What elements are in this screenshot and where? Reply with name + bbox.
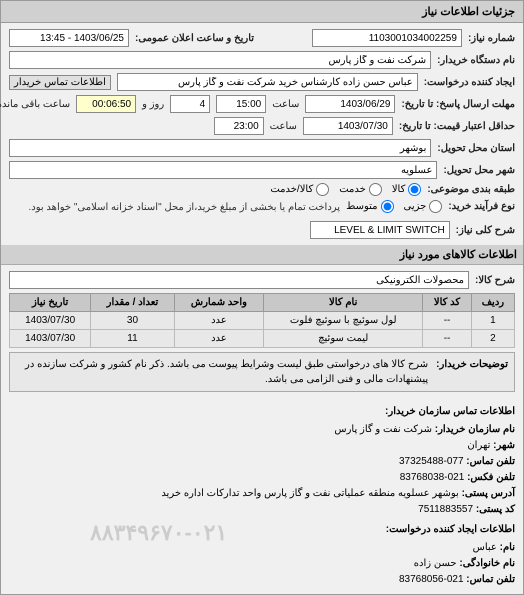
proc-type-group: جزیی متوسط — [346, 200, 442, 213]
col-qty: تعداد / مقدار — [91, 294, 174, 312]
subject-goods-radio[interactable]: کالا — [392, 183, 422, 196]
contact-addr-label: آدرس پستی: — [462, 488, 515, 499]
proc-small-radio[interactable]: جزیی — [404, 200, 443, 213]
proc-medium-radio[interactable]: متوسط — [346, 200, 393, 213]
contact-city-label: شهر: — [493, 440, 515, 451]
contact-fax: 021-83768038 — [400, 472, 465, 483]
subject-goods-label: کالا — [392, 184, 406, 195]
subject-type-label: طبقه بندی موضوعی: — [427, 184, 515, 195]
table-header-row: ردیف کد کالا نام کالا واحد شمارش تعداد /… — [10, 294, 515, 312]
overall-desc-label: شرح کلی نیاز: — [456, 225, 515, 236]
table-cell: لیمت سوئیچ — [264, 330, 423, 348]
contact-title: اطلاعات تماس سازمان خریدار: — [9, 404, 515, 420]
contact-zip: 7511883557 — [418, 504, 473, 515]
proc-note: پرداخت تمام یا بخشی از مبلغ خرید،از محل … — [28, 202, 340, 213]
table-cell: 2 — [471, 330, 514, 348]
price-date-input[interactable] — [303, 117, 393, 135]
buyer-desc-text: شرح کالا های درخواستی طبق لیست وشرایط پی… — [16, 357, 428, 387]
table-cell: عدد — [174, 330, 263, 348]
proc-medium-label: متوسط — [346, 201, 377, 212]
contact-block: اطلاعات تماس سازمان خریدار: نام سازمان خ… — [1, 398, 523, 594]
table-cell: عدد — [174, 312, 263, 330]
buyer-contact-button[interactable]: اطلاعات تماس خریدار — [9, 75, 111, 90]
resp-date-input[interactable] — [305, 95, 395, 113]
items-section-title: اطلاعات کالاهای مورد نیاز — [1, 245, 523, 265]
price-hour-input[interactable] — [214, 117, 264, 135]
city-input[interactable] — [9, 161, 437, 179]
col-date: تاریخ نیاز — [10, 294, 91, 312]
table-cell: 11 — [91, 330, 174, 348]
col-row: ردیف — [471, 294, 514, 312]
pub-date-label: تاریخ و ساعت اعلان عمومی: — [135, 33, 254, 44]
buyer-org-label: نام دستگاه خریدار: — [437, 55, 515, 66]
subject-both-radio[interactable]: کالا/خدمت — [270, 183, 329, 196]
subject-both-label: کالا/خدمت — [270, 184, 313, 195]
table-cell: لول سوئیچ با سوئیچ فلوت — [264, 312, 423, 330]
creator-input[interactable] — [117, 73, 418, 91]
remaining-label: ساعت باقی مانده — [0, 99, 70, 110]
item-cat-input[interactable] — [9, 271, 469, 289]
buyer-org-input[interactable] — [9, 51, 431, 69]
col-code: کد کالا — [423, 294, 472, 312]
resp-hour-label: ساعت — [272, 99, 299, 110]
table-cell: 1403/07/30 — [10, 312, 91, 330]
table-cell: 1403/07/30 — [10, 330, 91, 348]
creator-label: ایجاد کننده درخواست: — [424, 77, 515, 88]
table-cell: 1 — [471, 312, 514, 330]
fname: عباس — [473, 542, 497, 553]
fname-label: نام: — [500, 542, 515, 553]
subject-type-group: کالا خدمت کالا/خدمت — [270, 183, 421, 196]
lname: حسن زاده — [414, 558, 457, 569]
contact-city: تهران — [467, 440, 490, 451]
proc-small-label: جزیی — [404, 201, 427, 212]
subject-service-radio[interactable]: خدمت — [339, 183, 382, 196]
items-table: ردیف کد کالا نام کالا واحد شمارش تعداد /… — [9, 293, 515, 348]
subject-service-label: خدمت — [339, 184, 366, 195]
price-hour-label: ساعت — [270, 121, 297, 132]
contact-zip-label: کد پستی: — [476, 504, 515, 515]
col-unit: واحد شمارش — [174, 294, 263, 312]
org-name: شرکت نفت و گاز پارس — [334, 424, 432, 435]
contact-fax-label: تلفن فکس: — [467, 472, 515, 483]
req-no-label: شماره نیاز: — [468, 33, 515, 44]
resp-hour-input[interactable] — [216, 95, 266, 113]
city-label: شهر محل تحویل: — [443, 165, 515, 176]
panel-body: شماره نیاز: تاریخ و ساعت اعلان عمومی: نا… — [1, 23, 523, 398]
table-cell: -- — [423, 330, 472, 348]
details-panel: جزئیات اطلاعات نیاز شماره نیاز: تاریخ و … — [0, 0, 524, 595]
province-input[interactable] — [9, 139, 431, 157]
table-cell: 30 — [91, 312, 174, 330]
table-row: 1--لول سوئیچ با سوئیچ فلوتعدد301403/07/3… — [10, 312, 515, 330]
overall-desc-input[interactable] — [310, 221, 450, 239]
panel-title: جزئیات اطلاعات نیاز — [1, 1, 523, 23]
req-no-input[interactable] — [312, 29, 462, 47]
province-label: استان محل تحویل: — [437, 143, 515, 154]
contact-addr: بوشهر عسلویه منطقه عملیاتی نفت و گاز پار… — [161, 488, 458, 499]
remaining-input — [76, 95, 136, 113]
lname-label: نام خانوادگی: — [459, 558, 515, 569]
table-cell: -- — [423, 312, 472, 330]
contact-tel: 077-37325488 — [399, 456, 464, 467]
col-name: نام کالا — [264, 294, 423, 312]
item-cat-label: شرح کالا: — [475, 275, 515, 286]
org-name-label: نام سازمان خریدار: — [435, 424, 515, 435]
proc-type-label: نوع فرآیند خرید: — [448, 201, 515, 212]
contact-tel-label: تلفن تماس: — [466, 456, 515, 467]
pub-date-input[interactable] — [9, 29, 129, 47]
resp-days-input[interactable] — [170, 95, 210, 113]
table-row: 2--لیمت سوئیچعدد111403/07/30 — [10, 330, 515, 348]
buyer-desc-box: توضیحات خریدار: شرح کالا های درخواستی طب… — [9, 352, 515, 392]
resp-deadline-label: مهلت ارسال پاسخ: تا تاریخ: — [401, 99, 515, 110]
resp-days-label: روز و — [142, 99, 164, 110]
price-deadline-label: حداقل اعتبار قیمت: تا تاریخ: — [399, 121, 515, 132]
creator-title: اطلاعات ایجاد کننده درخواست: — [9, 522, 515, 538]
buyer-desc-label: توضیحات خریدار: — [436, 357, 508, 387]
